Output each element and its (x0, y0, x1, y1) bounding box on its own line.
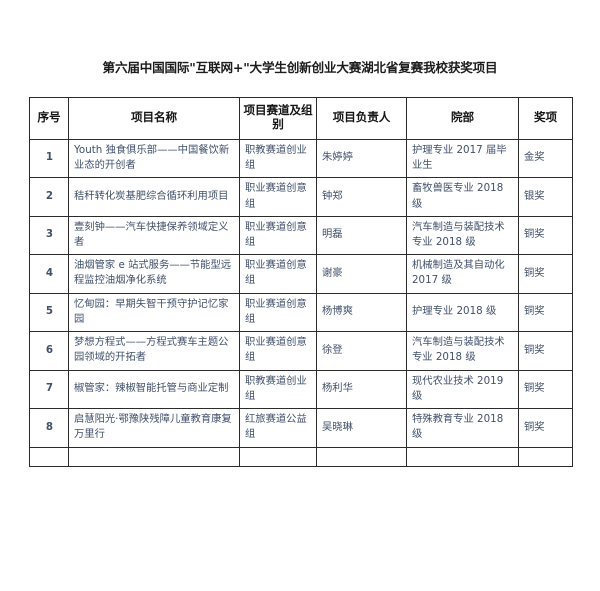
column-header-dept: 院部 (406, 97, 519, 140)
cell-award: 铜奖 (518, 331, 573, 371)
cell-award: 铜奖 (518, 254, 573, 294)
cell-owner (316, 446, 407, 467)
cell-owner: 明磊 (316, 215, 407, 256)
cell-dept: 特殊教育专业 2018 级 (406, 408, 519, 448)
cell-track: 职业赛道创意组 (239, 331, 317, 371)
cell-seq (29, 446, 69, 467)
cell-owner: 朱婷婷 (316, 138, 407, 179)
table-header: 序号 项目名称 项目赛道及组别 项目负责人 院部 奖项 (29, 97, 573, 140)
cell-dept: 现代农业技术 2019 级 (406, 369, 519, 410)
cell-name: 忆甸园：早期失智干预守护记忆家园 (68, 292, 240, 333)
cell-track: 红旅赛道公益组 (239, 408, 317, 448)
cell-dept: 畜牧兽医专业 2018 级 (406, 177, 519, 217)
table-row: 5 忆甸园：早期失智干预守护记忆家园 职业赛道创意组 杨博爽 护理专业 2018 级铜奖 (29, 292, 573, 333)
cell-name: 梦想方程式——方程式赛车主题公园领域的开拓者 (68, 331, 240, 371)
cell-track: 职教赛道创业组 (239, 369, 317, 410)
cell-award: 金奖 (518, 138, 573, 179)
cell-award: 银奖 (518, 177, 573, 217)
table-row: 6 梦想方程式——方程式赛车主题公园领域的开拓者 职业赛道创意组 徐登 汽车制造与装配技… (29, 331, 573, 371)
cell-dept (406, 446, 519, 467)
cell-name (68, 446, 240, 467)
cell-seq: 4 (29, 254, 69, 294)
cell-award: 铜奖 (518, 292, 573, 333)
column-header-track: 项目赛道及组别 (239, 97, 317, 140)
cell-owner: 杨利华 (316, 369, 407, 410)
cell-track: 职教赛道创业组 (239, 138, 317, 179)
table-row: 2 秸秆转化炭基肥综合循环利用项目 职业赛道创意组 钟郑 畜牧兽医专业 2018 级银奖 (29, 177, 573, 217)
cell-owner: 杨博爽 (316, 292, 407, 333)
cell-dept: 汽车制造与装配技术专业 2018 级 (406, 215, 519, 256)
table-body: 1 Youth 独食俱乐部——中国餐饮新业态的开创者 职教赛道创业组 朱婷婷 护理专业 … (29, 138, 573, 467)
cell-dept: 汽车制造与装配技术专业 2018 级 (406, 331, 519, 371)
cell-dept: 护理专业 2017 届毕业生 (406, 138, 519, 179)
award-table: 序号 项目名称 项目赛道及组别 项目负责人 院部 奖项 1 Youth 独食俱乐部… (29, 97, 573, 467)
cell-award: 铜奖 (518, 215, 573, 256)
cell-owner: 钟郑 (316, 177, 407, 217)
cell-track: 职业赛道创意组 (239, 254, 317, 294)
cell-award: 铜奖 (518, 408, 573, 448)
column-header-seq: 序号 (29, 97, 69, 140)
table-header-row: 序号 项目名称 项目赛道及组别 项目负责人 院部 奖项 (29, 97, 573, 140)
cell-dept: 机械制造及其自动化 2017 级 (406, 254, 519, 294)
cell-dept: 护理专业 2018 级 (406, 292, 519, 333)
cell-award (518, 446, 573, 467)
table-row: 7 椒管家：辣椒智能托管与商业定制 职教赛道创业组 杨利华 现代农业技术 2019 级铜… (29, 369, 573, 410)
cell-seq: 3 (29, 215, 69, 256)
cell-track: 职业赛道创意组 (239, 292, 317, 333)
table-row-empty (29, 446, 573, 467)
cell-name: 油烟管家 e 站式服务——节能型远程监控油烟净化系统 (68, 254, 240, 294)
cell-seq: 1 (29, 138, 69, 179)
cell-track: 职业赛道创意组 (239, 215, 317, 256)
cell-name: Youth 独食俱乐部——中国餐饮新业态的开创者 (68, 138, 240, 179)
cell-track: 职业赛道创意组 (239, 177, 317, 217)
cell-award: 铜奖 (518, 369, 573, 410)
table-row: 4 油烟管家 e 站式服务——节能型远程监控油烟净化系统 职业赛道创意组 谢豪 机械制造… (29, 254, 573, 294)
award-table-container: 序号 项目名称 项目赛道及组别 项目负责人 院部 奖项 1 Youth 独食俱乐部… (29, 97, 573, 467)
column-header-owner: 项目负责人 (316, 97, 407, 140)
column-header-award: 奖项 (518, 97, 573, 140)
cell-seq: 6 (29, 331, 69, 371)
cell-seq: 8 (29, 408, 69, 448)
table-row: 1 Youth 独食俱乐部——中国餐饮新业态的开创者 职教赛道创业组 朱婷婷 护理专业 … (29, 138, 573, 179)
column-header-name: 项目名称 (68, 97, 240, 140)
cell-seq: 7 (29, 369, 69, 410)
cell-track (239, 446, 317, 467)
cell-name: 启慧阳光·鄂豫陕残障儿童教育康复万里行 (68, 408, 240, 448)
cell-name: 秸秆转化炭基肥综合循环利用项目 (68, 177, 240, 217)
table-row: 8 启慧阳光·鄂豫陕残障儿童教育康复万里行 红旅赛道公益组 吴晓琳 特殊教育专业 201… (29, 408, 573, 448)
cell-name: 壹刻钟——汽车快捷保养领域定义者 (68, 215, 240, 256)
table-row: 3 壹刻钟——汽车快捷保养领域定义者 职业赛道创意组 明磊 汽车制造与装配技术专业 20… (29, 215, 573, 256)
cell-owner: 吴晓琳 (316, 408, 407, 448)
cell-owner: 徐登 (316, 331, 407, 371)
page-title: 第六届中国国际"互联网+"大学生创新创业大赛湖北省复赛我校获奖项目 (102, 60, 498, 75)
cell-name: 椒管家：辣椒智能托管与商业定制 (68, 369, 240, 410)
cell-owner: 谢豪 (316, 254, 407, 294)
cell-seq: 2 (29, 177, 69, 217)
cell-seq: 5 (29, 292, 69, 333)
